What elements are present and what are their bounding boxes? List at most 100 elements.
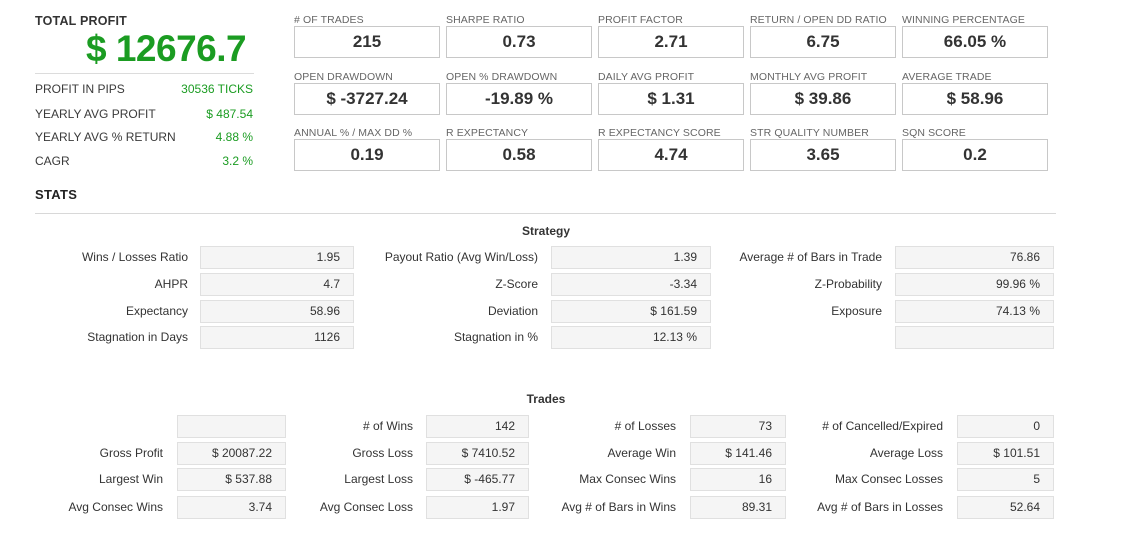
- stat-label: [35, 415, 163, 438]
- summary-value: 30536 TICKS: [181, 82, 253, 96]
- stat-value: 1.39: [551, 246, 711, 269]
- stat-label: Expectancy: [125, 304, 188, 318]
- stat-label: Average # of Bars in Trade: [739, 250, 882, 264]
- stat-value: [177, 415, 286, 438]
- metric-r-expectancy-score: R EXPECTANCY SCORE 4.74: [598, 127, 744, 175]
- stats-divider: [35, 213, 1056, 214]
- metric-open-drawdown: OPEN DRAWDOWN $ -3727.24: [294, 71, 440, 119]
- stat-value: 89.31: [690, 496, 786, 519]
- metric-label: MONTHLY AVG PROFIT: [750, 71, 868, 83]
- stat-label: Avg Consec Wins: [68, 500, 163, 514]
- metric-daily-avg-profit: DAILY AVG PROFIT $ 1.31: [598, 71, 744, 119]
- metric-label: OPEN % DRAWDOWN: [446, 71, 558, 83]
- stat-value: -3.34: [551, 273, 711, 296]
- metric-value: $ 1.31: [598, 83, 744, 115]
- metric-label: # OF TRADES: [294, 14, 364, 26]
- stat-label: Wins / Losses Ratio: [81, 250, 188, 264]
- stat-label: Payout Ratio (Avg Win/Loss): [384, 250, 538, 264]
- stat-label: Exposure: [831, 304, 882, 318]
- stat-label: Average Win: [607, 446, 676, 460]
- metric-label: R EXPECTANCY: [446, 127, 529, 139]
- stat-label: Avg Consec Loss: [319, 500, 413, 514]
- summary-value: 4.88 %: [215, 130, 253, 144]
- stat-value: [895, 326, 1054, 349]
- stat-value: 4.7: [200, 273, 354, 296]
- trades-section-title: Trades: [526, 392, 566, 406]
- metric-profit-factor: PROFIT FACTOR 2.71: [598, 14, 744, 62]
- total-profit-label: TOTAL PROFIT: [35, 14, 127, 28]
- stat-label: Deviation: [487, 304, 538, 318]
- stat-label: Z-Score: [495, 277, 538, 291]
- stat-value: $ 161.59: [551, 300, 711, 323]
- metric-sharpe-ratio: SHARPE RATIO 0.73: [446, 14, 592, 62]
- metric-value: 6.75: [750, 26, 896, 58]
- summary-label: CAGR: [35, 154, 70, 168]
- stat-label: AHPR: [154, 277, 188, 291]
- stat-label: Gross Loss: [352, 446, 413, 460]
- stat-value: 3.74: [177, 496, 286, 519]
- metric-value: 0.73: [446, 26, 592, 58]
- total-profit-value: $ 12676.7: [86, 28, 247, 69]
- summary-row-profit-in-pips: PROFIT IN PIPS 30536 TICKS: [35, 82, 254, 99]
- metric-str-quality-number: STR QUALITY NUMBER 3.65: [750, 127, 896, 175]
- stat-value: 5: [957, 468, 1054, 491]
- stat-label: # of Cancelled/Expired: [822, 419, 943, 433]
- metric-r-expectancy: R EXPECTANCY 0.58: [446, 127, 592, 175]
- metric-label: ANNUAL % / MAX DD %: [294, 127, 413, 139]
- stat-value: $ 141.46: [690, 442, 786, 465]
- stat-label: Z-Probability: [814, 277, 882, 291]
- summary-value: $ 487.54: [206, 107, 253, 121]
- stat-value: $ 537.88: [177, 468, 286, 491]
- stat-label: [713, 326, 882, 349]
- metric-return-open-dd-ratio: RETURN / OPEN DD RATIO 6.75: [750, 14, 896, 62]
- metric-label: OPEN DRAWDOWN: [294, 71, 393, 83]
- stat-label: Gross Profit: [99, 446, 163, 460]
- metric-label: DAILY AVG PROFIT: [598, 71, 695, 83]
- stat-value: 16: [690, 468, 786, 491]
- stat-value: 58.96: [200, 300, 354, 323]
- stat-value: 12.13 %: [551, 326, 711, 349]
- stat-value: 1.95: [200, 246, 354, 269]
- stat-value: 74.13 %: [895, 300, 1054, 323]
- metric-number-of-trades: # OF TRADES 215: [294, 14, 440, 62]
- stat-value: 0: [957, 415, 1054, 438]
- stat-label: Largest Win: [98, 472, 163, 486]
- metric-value: 0.2: [902, 139, 1048, 171]
- metric-winning-percentage: WINNING PERCENTAGE 66.05 %: [902, 14, 1048, 62]
- stat-label: Max Consec Wins: [579, 472, 676, 486]
- stat-value: 99.96 %: [895, 273, 1054, 296]
- metric-label: PROFIT FACTOR: [598, 14, 683, 26]
- summary-divider: [35, 73, 254, 74]
- metric-label: AVERAGE TRADE: [902, 71, 992, 83]
- metric-average-trade: AVERAGE TRADE $ 58.96: [902, 71, 1048, 119]
- metric-annual-max-dd: ANNUAL % / MAX DD % 0.19: [294, 127, 440, 175]
- metric-value: 0.58: [446, 139, 592, 171]
- stat-label: # of Losses: [614, 419, 676, 433]
- metric-label: RETURN / OPEN DD RATIO: [750, 14, 887, 26]
- metric-value: 2.71: [598, 26, 744, 58]
- stat-label: Stagnation in Days: [87, 330, 188, 344]
- metric-label: WINNING PERCENTAGE: [902, 14, 1025, 26]
- stat-value: 73: [690, 415, 786, 438]
- metric-monthly-avg-profit: MONTHLY AVG PROFIT $ 39.86: [750, 71, 896, 119]
- stat-value: $ -465.77: [426, 468, 529, 491]
- stat-value: 52.64: [957, 496, 1054, 519]
- stat-value: $ 101.51: [957, 442, 1054, 465]
- metric-open-percent-drawdown: OPEN % DRAWDOWN -19.89 %: [446, 71, 592, 119]
- metric-value: -19.89 %: [446, 83, 592, 115]
- metric-value: $ -3727.24: [294, 83, 440, 115]
- summary-row-cagr: CAGR 3.2 %: [35, 154, 254, 171]
- summary-label: YEARLY AVG % RETURN: [35, 130, 176, 144]
- metric-value: 66.05 %: [902, 26, 1048, 58]
- metric-value: $ 58.96: [902, 83, 1048, 115]
- metric-value: $ 39.86: [750, 83, 896, 115]
- summary-label: PROFIT IN PIPS: [35, 82, 125, 96]
- metric-label: STR QUALITY NUMBER: [750, 127, 869, 139]
- stat-label: Max Consec Losses: [834, 472, 943, 486]
- metric-label: SQN SCORE: [902, 127, 966, 139]
- stat-label: Largest Loss: [344, 472, 413, 486]
- metric-label: R EXPECTANCY SCORE: [598, 127, 721, 139]
- strategy-section-title: Strategy: [521, 224, 571, 238]
- metric-label: SHARPE RATIO: [446, 14, 525, 26]
- summary-row-yearly-avg-return: YEARLY AVG % RETURN 4.88 %: [35, 130, 254, 147]
